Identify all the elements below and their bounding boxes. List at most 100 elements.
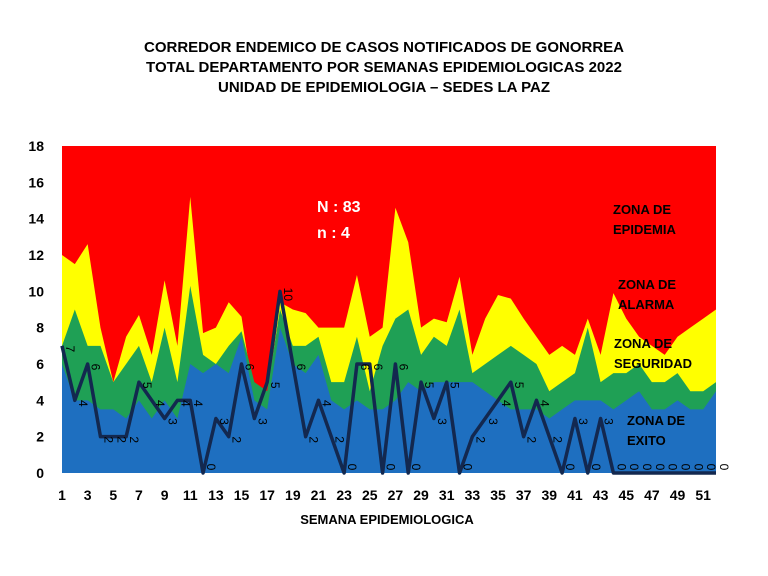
data-label: 3: [576, 418, 590, 425]
y-tick-label: 10: [28, 283, 44, 299]
x-tick-label: 45: [618, 487, 634, 503]
x-tick-label: 13: [208, 487, 224, 503]
data-label: 0: [640, 464, 654, 471]
x-tick-label: 33: [465, 487, 481, 503]
data-label: 2: [332, 436, 346, 443]
title-line-3: UNIDAD DE EPIDEMIOLOGIA – SEDES LA PAZ: [218, 79, 550, 96]
x-tick-label: 35: [490, 487, 506, 503]
data-label: 0: [384, 464, 398, 471]
cases-series: [60, 289, 716, 475]
x-tick-label: 43: [593, 487, 609, 503]
data-label: 0: [461, 464, 475, 471]
x-tick-label: 27: [388, 487, 404, 503]
x-tick-label: 25: [362, 487, 378, 503]
x-tick-label: 23: [336, 487, 352, 503]
x-tick-label: 39: [542, 487, 558, 503]
data-label: 2: [114, 436, 128, 443]
x-tick-label: 9: [161, 487, 169, 503]
plot-areas: [62, 146, 716, 473]
data-label: 2: [550, 436, 564, 443]
data-label: 4: [76, 400, 90, 407]
zone-label-epidemia-2: EPIDEMIA: [613, 222, 676, 237]
y-tick-label: 16: [28, 174, 44, 190]
data-label: 0: [653, 464, 667, 471]
data-label: 6: [396, 364, 410, 371]
zone-label-alarma-2: ALARMA: [618, 297, 675, 312]
data-label: 0: [679, 464, 693, 471]
y-tick-label: 4: [36, 392, 44, 408]
data-label: 3: [486, 418, 500, 425]
data-label: 3: [255, 418, 269, 425]
x-tick-label: 7: [135, 487, 143, 503]
data-label: 5: [448, 382, 462, 389]
data-label: 6: [294, 364, 308, 371]
x-tick-label: 29: [413, 487, 429, 503]
data-label: 5: [140, 382, 154, 389]
note-n-current: n : 4: [317, 225, 350, 242]
y-tick-label: 6: [36, 356, 44, 372]
data-label: 4: [178, 400, 192, 407]
zone-label-alarma-1: ZONA DE: [618, 277, 676, 292]
data-label: 0: [589, 464, 603, 471]
x-tick-label: 51: [695, 487, 711, 503]
data-label: 6: [243, 364, 257, 371]
data-label: 3: [602, 418, 616, 425]
x-tick-label: 49: [670, 487, 686, 503]
data-label: 6: [358, 364, 372, 371]
zone-label-seguridad-2: SEGURIDAD: [614, 356, 692, 371]
x-tick-label: 15: [234, 487, 250, 503]
data-label: 4: [319, 400, 333, 407]
x-tick-label: 3: [84, 487, 92, 503]
data-label: 3: [166, 418, 180, 425]
y-tick-label: 14: [28, 211, 44, 227]
data-label: 0: [666, 464, 680, 471]
data-label: 0: [627, 464, 641, 471]
x-tick-label: 37: [516, 487, 532, 503]
data-label: 5: [512, 382, 526, 389]
data-label: 10: [281, 288, 295, 302]
data-label: 2: [307, 436, 321, 443]
data-label: 4: [537, 400, 551, 407]
data-label: 0: [204, 464, 218, 471]
data-label: 4: [499, 400, 513, 407]
data-label: 0: [704, 464, 718, 471]
data-label: 2: [230, 436, 244, 443]
x-tick-label: 1: [58, 487, 66, 503]
data-label: 0: [614, 464, 628, 471]
data-label: 5: [422, 382, 436, 389]
note-n-total: N : 83: [317, 199, 361, 216]
data-label: 2: [473, 436, 487, 443]
title-line-2: TOTAL DEPARTAMENTO POR SEMANAS EPIDEMIOL…: [146, 59, 622, 76]
x-tick-label: 17: [259, 487, 275, 503]
zone-label-exito-2: EXITO: [627, 433, 666, 448]
data-label: 5: [268, 382, 282, 389]
data-label: 3: [435, 418, 449, 425]
zone-label-seguridad-1: ZONA DE: [614, 336, 672, 351]
x-tick-label: 21: [311, 487, 327, 503]
cases-line: [60, 289, 716, 475]
zone-label-epidemia-1: ZONA DE: [613, 202, 671, 217]
data-label: 4: [153, 400, 167, 407]
y-axis: 0 2 4 6 8 10 12 14 16 18: [28, 138, 44, 481]
data-label: 2: [525, 436, 539, 443]
chart-title: CORREDOR ENDEMICO DE CASOS NOTIFICADOS D…: [0, 38, 768, 98]
data-label: 0: [563, 464, 577, 471]
data-label: 0: [691, 464, 705, 471]
x-tick-label: 47: [644, 487, 660, 503]
data-label: 0: [717, 464, 731, 471]
y-tick-label: 8: [36, 320, 44, 336]
y-tick-label: 12: [28, 247, 44, 263]
x-tick-label: 5: [109, 487, 117, 503]
data-label: 2: [127, 436, 141, 443]
data-label: 3: [217, 418, 231, 425]
x-tick-label: 11: [183, 487, 198, 503]
data-label: 6: [89, 364, 103, 371]
data-label: 2: [101, 436, 115, 443]
zone-exito-area: [62, 327, 716, 473]
y-tick-label: 2: [36, 429, 44, 445]
y-tick-label: 18: [28, 138, 44, 154]
x-axis: 1 3 5 7 9 11 13 15 17 19 21 23 25 27 29 31 33 35 37 39 41 43 4…: [58, 487, 711, 503]
x-tick-label: 19: [285, 487, 301, 503]
zone-label-exito-1: ZONA DE: [627, 413, 685, 428]
